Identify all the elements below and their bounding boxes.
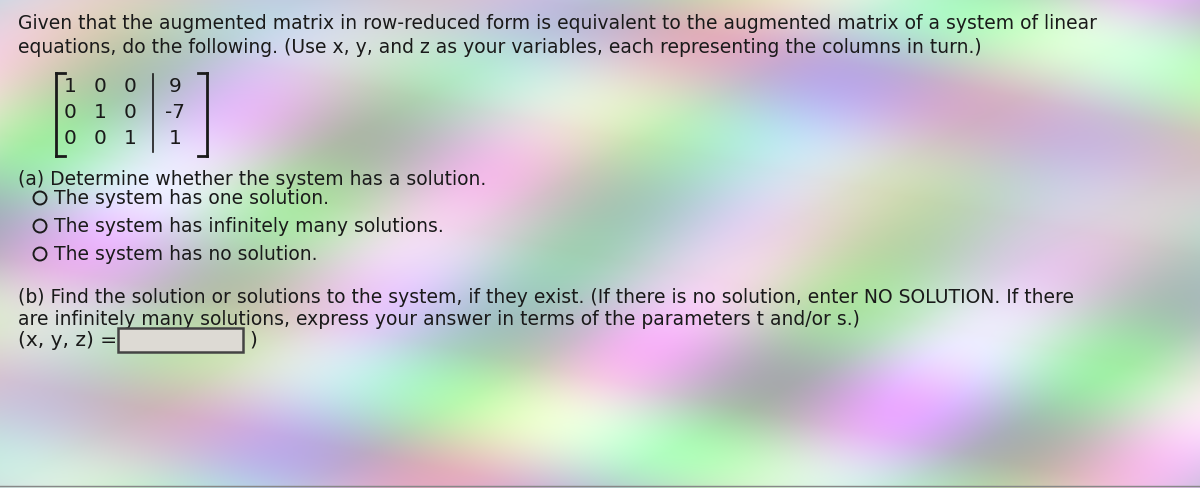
Text: (b) Find the solution or solutions to the system, if they exist. (If there is no: (b) Find the solution or solutions to th…: [18, 288, 1074, 307]
Text: are infinitely many solutions, express your answer in terms of the parameters t : are infinitely many solutions, express y…: [18, 310, 860, 329]
Text: The system has no solution.: The system has no solution.: [54, 244, 318, 264]
Text: (x, y, z) = (: (x, y, z) = (: [18, 330, 131, 349]
Text: ): ): [250, 330, 257, 349]
Text: 1: 1: [124, 128, 137, 147]
Text: The system has one solution.: The system has one solution.: [54, 188, 330, 207]
Text: -7: -7: [166, 102, 185, 122]
Text: 9: 9: [169, 77, 181, 96]
Text: The system has infinitely many solutions.: The system has infinitely many solutions…: [54, 217, 444, 236]
Text: 0: 0: [64, 128, 77, 147]
Text: 0: 0: [94, 77, 107, 96]
Text: 0: 0: [64, 102, 77, 122]
Text: 0: 0: [124, 102, 137, 122]
Text: 1: 1: [94, 102, 107, 122]
Text: 0: 0: [124, 77, 137, 96]
FancyBboxPatch shape: [118, 328, 242, 352]
Text: 0: 0: [94, 128, 107, 147]
Text: Given that the augmented matrix in row-reduced form is equivalent to the augment: Given that the augmented matrix in row-r…: [18, 14, 1097, 33]
Text: (a) Determine whether the system has a solution.: (a) Determine whether the system has a s…: [18, 170, 486, 189]
Text: equations, do the following. (Use x, y, and z as your variables, each representi: equations, do the following. (Use x, y, …: [18, 38, 982, 57]
Text: 1: 1: [64, 77, 77, 96]
Text: 1: 1: [168, 128, 181, 147]
